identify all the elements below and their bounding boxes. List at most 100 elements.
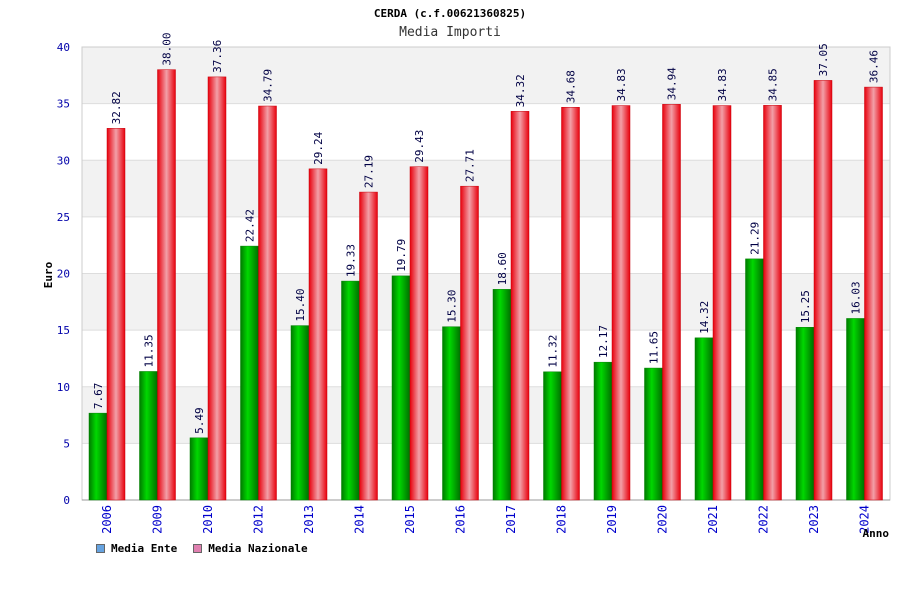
data-label-media-nazionale-2015: 29.43 (413, 130, 426, 163)
data-label-media-ente-2010: 5.49 (193, 407, 206, 434)
y-tick-label: 25 (57, 211, 70, 224)
y-tick-label: 0 (63, 494, 70, 507)
bar-media-nazionale-2022 (763, 105, 782, 501)
chart-subtitle: Media Importi (399, 25, 501, 40)
data-label-media-ente-2017: 18.60 (496, 252, 509, 285)
data-label-media-ente-2020: 11.65 (648, 331, 661, 364)
bar-media-nazionale-2014 (359, 191, 378, 501)
data-label-media-nazionale-2010: 37.36 (211, 40, 224, 73)
data-label-media-nazionale-2019: 34.83 (615, 68, 628, 101)
data-label-media-nazionale-2017: 34.32 (514, 74, 527, 107)
data-label-media-nazionale-2012: 34.79 (262, 69, 275, 102)
data-label-media-ente-2018: 11.32 (547, 335, 560, 368)
bar-media-ente-2017 (492, 289, 512, 501)
x-tick-label-2009: 2009 (151, 505, 165, 534)
data-label-media-ente-2022: 21.29 (749, 222, 762, 255)
bar-media-ente-2009 (139, 371, 158, 501)
bar-media-nazionale-2024 (864, 86, 883, 501)
data-label-media-nazionale-2013: 29.24 (312, 131, 325, 164)
data-label-media-ente-2024: 16.03 (850, 281, 863, 314)
chart-title: CERDA (c.f.00621360825) (373, 7, 527, 20)
x-tick-label-2018: 2018 (555, 505, 569, 534)
bar-media-nazionale-2018 (561, 106, 580, 501)
data-label-media-nazionale-2014: 27.19 (363, 155, 376, 188)
data-label-media-ente-2023: 15.25 (799, 290, 812, 323)
data-label-media-nazionale-2021: 34.83 (716, 68, 729, 101)
data-label-media-ente-2014: 19.33 (345, 244, 358, 277)
x-tick-label-2021: 2021 (706, 505, 720, 534)
legend-swatch-media-nazionale (193, 544, 203, 553)
data-label-media-nazionale-2006: 32.82 (110, 91, 123, 124)
x-tick-label-2019: 2019 (605, 505, 619, 534)
bar-media-ente-2016 (442, 326, 461, 501)
y-tick-label: 40 (57, 41, 70, 54)
bar-media-ente-2019 (593, 361, 613, 501)
y-tick-label: 10 (57, 381, 70, 394)
bar-media-ente-2022 (745, 258, 764, 501)
data-label-media-nazionale-2016: 27.71 (464, 149, 477, 182)
data-label-media-ente-2013: 15.40 (294, 288, 307, 321)
x-tick-label-2014: 2014 (353, 505, 367, 534)
x-tick-label-2010: 2010 (201, 505, 215, 534)
y-tick-label: 35 (57, 98, 70, 111)
bar-media-nazionale-2010 (207, 76, 227, 501)
bars (88, 69, 883, 501)
bar-media-ente-2024 (846, 318, 865, 501)
y-axis-label: Euro (42, 261, 55, 288)
legend-swatch-media-ente (96, 544, 105, 553)
data-label-media-nazionale-2020: 34.94 (666, 67, 679, 100)
bar-media-ente-2021 (694, 337, 714, 501)
data-label-media-ente-2012: 22.42 (244, 209, 257, 242)
bar-media-ente-2012 (240, 245, 259, 501)
bar-media-nazionale-2023 (813, 80, 833, 501)
bar-media-nazionale-2006 (106, 128, 126, 501)
x-tick-label-2024: 2024 (858, 505, 872, 534)
x-tick-label-2017: 2017 (504, 505, 518, 534)
data-label-media-nazionale-2018: 34.68 (565, 70, 578, 103)
bar-media-nazionale-2015 (409, 166, 429, 501)
bar-media-nazionale-2013 (308, 168, 328, 501)
data-labels: 7.67 32.82 11.35 38.00 5.49 37.36 22.42 34.79 15… (92, 33, 881, 434)
bar-media-nazionale-2020 (662, 104, 681, 501)
x-tick-label-2012: 2012 (252, 505, 266, 534)
y-axis: 0 5 10 15 20 25 30 35 40 (57, 41, 70, 507)
bar-media-nazionale-2016 (460, 185, 479, 501)
bar-media-nazionale-2021 (712, 105, 732, 501)
data-label-media-nazionale-2022: 34.85 (767, 68, 780, 101)
bar-media-ente-2014 (341, 280, 360, 501)
bar-media-nazionale-2017 (510, 111, 530, 501)
bar-media-nazionale-2019 (611, 105, 631, 501)
legend-label-media-ente: Media Ente (111, 542, 178, 555)
x-axis-label: Anno (863, 527, 890, 540)
legend-item-media-ente: Media Ente (96, 542, 177, 555)
data-label-media-nazionale-2009: 38.00 (161, 33, 174, 66)
legend-label-media-nazionale: Media Nazionale (208, 542, 308, 555)
x-tick-label-2022: 2022 (757, 505, 771, 534)
data-label-media-ente-2015: 19.79 (395, 239, 408, 272)
data-label-media-ente-2019: 12.17 (597, 325, 610, 358)
data-label-media-ente-2021: 14.32 (698, 301, 711, 334)
bar-media-ente-2006 (88, 412, 108, 501)
x-tick-label-2013: 2013 (302, 505, 316, 534)
bar-media-ente-2018 (543, 371, 562, 501)
data-label-media-ente-2006: 7.67 (92, 383, 105, 410)
data-label-media-nazionale-2024: 36.46 (868, 50, 881, 83)
legend: Media Ente Media Nazionale (96, 542, 324, 555)
bar-media-ente-2023 (795, 327, 815, 501)
x-tick-label-2023: 2023 (807, 505, 821, 534)
bar-media-ente-2020 (644, 367, 663, 501)
y-tick-label: 20 (57, 268, 70, 281)
bar-media-nazionale-2009 (157, 69, 176, 501)
y-tick-label: 15 (57, 324, 70, 337)
x-tick-label-2016: 2016 (454, 505, 468, 534)
data-label-media-ente-2009: 11.35 (143, 334, 156, 367)
data-label-media-ente-2016: 15.30 (446, 290, 459, 323)
x-tick-label-2015: 2015 (403, 505, 417, 534)
legend-item-media-nazionale: Media Nazionale (193, 542, 308, 555)
bar-media-ente-2015 (391, 275, 411, 501)
bar-media-nazionale-2012 (258, 105, 277, 501)
x-axis: 2006 2009 2010 2012 2013 2014 2015 2016 2017 2018… (100, 505, 872, 534)
y-tick-label: 5 (63, 437, 70, 450)
x-tick-label-2020: 2020 (656, 505, 670, 534)
